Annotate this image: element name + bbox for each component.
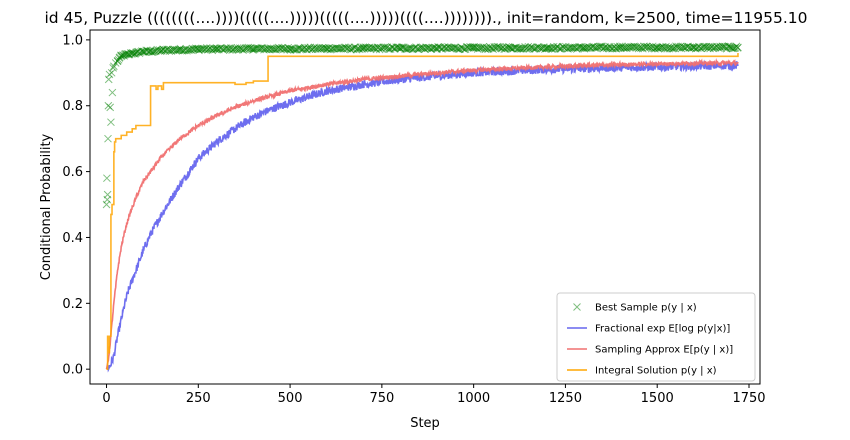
legend-label: Sampling Approx E[p(y | x)] (595, 345, 733, 356)
best-sample-point (226, 46, 234, 54)
y-axis: 0.0 0.2 0.4 0.6 0.8 1.0 (62, 33, 90, 378)
best-sample-point (104, 134, 112, 143)
best-sample-point (122, 50, 131, 59)
y-tick-label: 0.6 (62, 165, 83, 180)
best-sample-point (107, 68, 116, 77)
y-tick-label: 0.4 (62, 231, 83, 246)
integral-solution-series (106, 53, 739, 370)
legend-label: Best Sample p(y | x) (595, 303, 697, 314)
x-tick-label: 0 (102, 391, 110, 406)
best-sample-point (699, 42, 708, 51)
y-tick-label: 0.8 (62, 99, 83, 114)
best-sample-point (289, 45, 298, 54)
x-tick-label: 1750 (732, 391, 765, 406)
x-tick-label: 1250 (549, 391, 582, 406)
y-tick-label: 0.0 (62, 363, 83, 378)
x-tick-label: 250 (186, 391, 211, 406)
best-sample-point (392, 43, 401, 52)
legend-label: Integral Solution p(y | x) (595, 366, 717, 377)
best-sample-point (668, 44, 677, 53)
best-sample-point (108, 88, 117, 97)
x-tick-label: 1500 (641, 391, 674, 406)
plot-frame (89, 29, 761, 385)
y-axis-label: Conditional Probability (39, 133, 54, 280)
y-tick-label: 1.0 (62, 33, 83, 48)
x-tick-label: 750 (369, 391, 394, 406)
best-sample-point (591, 44, 600, 52)
x-tick-label: 1000 (457, 391, 490, 406)
best-sample-point (107, 118, 115, 127)
x-tick-label: 500 (278, 391, 303, 406)
y-tick-label: 0.2 (62, 297, 83, 312)
x-axis: 0 250 500 750 1000 1250 1500 1750 (102, 384, 766, 406)
best-sample-point (524, 42, 533, 51)
best-sample-point (733, 43, 742, 52)
legend-marker (573, 303, 581, 311)
x-axis-label: Step (410, 416, 440, 431)
best-sample-point (103, 174, 111, 183)
legend-label: Fractional exp E[log p(y|x)] (595, 324, 730, 335)
best-sample-point (516, 45, 525, 53)
legend: Best Sample p(y | x) Fractional exp E[log… (556, 292, 756, 382)
legend-box (556, 292, 756, 382)
best-sample-point (103, 190, 112, 199)
best-sample-series (102, 42, 742, 209)
best-sample-point (109, 64, 117, 72)
chart-title: id 45, Puzzle ((((((((....))))(((((....)… (45, 9, 808, 27)
sampling-approx-series (105, 57, 739, 370)
best-sample-point (106, 103, 115, 112)
